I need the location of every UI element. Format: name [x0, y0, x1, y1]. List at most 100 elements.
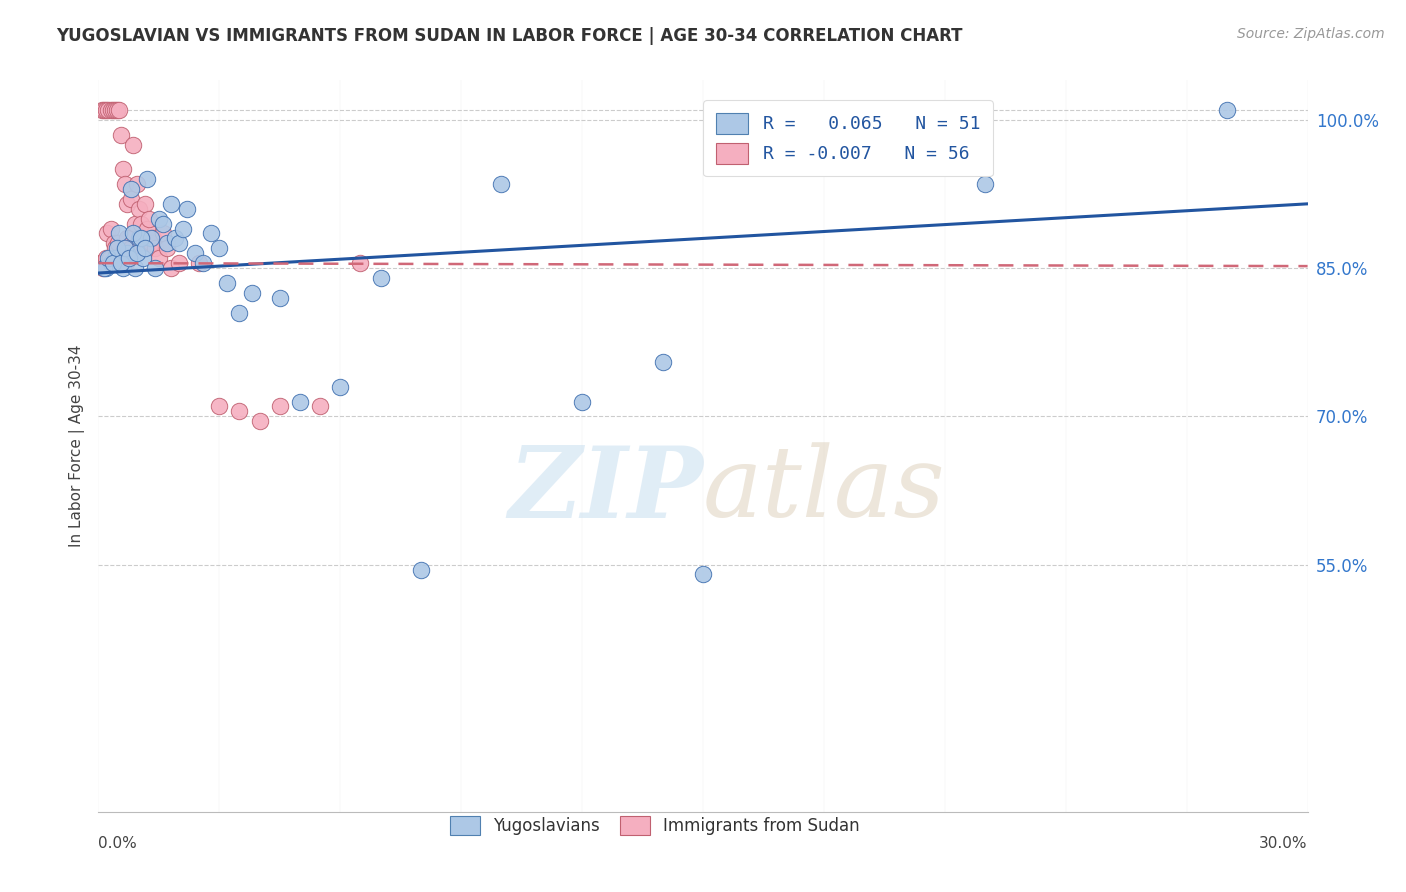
Point	[142, 231, 165, 245]
Point	[101, 256, 124, 270]
Point	[93, 103, 115, 117]
Point	[96, 227, 118, 241]
Point	[217, 276, 239, 290]
Point	[96, 103, 118, 117]
Point	[114, 177, 136, 191]
Point	[228, 305, 250, 319]
Point	[692, 567, 714, 582]
Point	[184, 246, 207, 260]
Point	[110, 128, 132, 142]
Text: YUGOSLAVIAN VS IMMIGRANTS FROM SUDAN IN LABOR FORCE | AGE 30-34 CORRELATION CHAR: YUGOSLAVIAN VS IMMIGRANTS FROM SUDAN IN …	[56, 27, 963, 45]
Point	[115, 246, 138, 260]
Point	[118, 251, 141, 265]
Point	[98, 251, 121, 265]
Point	[269, 400, 291, 414]
Point	[228, 404, 250, 418]
Point	[193, 256, 215, 270]
Text: 30.0%: 30.0%	[1260, 837, 1308, 852]
Point	[105, 103, 128, 117]
Point	[309, 400, 332, 414]
Point	[772, 103, 794, 117]
Point	[269, 291, 291, 305]
Point	[91, 103, 114, 117]
Point	[288, 394, 311, 409]
Point	[571, 394, 593, 409]
Point	[491, 177, 513, 191]
Point	[120, 182, 142, 196]
Point	[240, 285, 263, 300]
Point	[138, 211, 160, 226]
Point	[128, 202, 150, 216]
Point	[409, 563, 432, 577]
Point	[128, 231, 150, 245]
Point	[114, 256, 136, 270]
Point	[120, 192, 142, 206]
Point	[135, 172, 157, 186]
Text: atlas: atlas	[703, 442, 946, 538]
Text: ZIP: ZIP	[508, 442, 703, 538]
Point	[124, 217, 146, 231]
Point	[349, 256, 371, 270]
Point	[100, 256, 122, 270]
Point	[143, 241, 166, 255]
Point	[139, 236, 162, 251]
Point	[103, 251, 125, 265]
Point	[89, 256, 111, 270]
Point	[156, 241, 179, 255]
Point	[111, 162, 134, 177]
Point	[103, 236, 125, 251]
Point	[105, 241, 128, 255]
Point	[208, 241, 231, 255]
Point	[156, 236, 179, 251]
Point	[112, 246, 135, 260]
Point	[100, 221, 122, 235]
Point	[139, 231, 162, 245]
Point	[93, 261, 115, 276]
Point	[148, 251, 170, 265]
Point	[132, 251, 155, 265]
Point	[163, 231, 186, 245]
Point	[94, 251, 117, 265]
Point	[91, 261, 114, 276]
Point	[121, 137, 143, 152]
Point	[172, 221, 194, 235]
Point	[101, 103, 124, 117]
Point	[118, 231, 141, 245]
Point	[97, 251, 120, 265]
Point	[132, 231, 155, 245]
Point	[125, 246, 148, 260]
Point	[143, 261, 166, 276]
Point	[651, 355, 673, 369]
Point	[107, 103, 129, 117]
Text: 0.0%: 0.0%	[98, 837, 138, 852]
Point	[370, 271, 392, 285]
Point	[129, 231, 152, 245]
Point	[107, 227, 129, 241]
Point	[107, 236, 129, 251]
Point	[90, 256, 112, 270]
Point	[118, 246, 141, 260]
Point	[134, 197, 156, 211]
Point	[117, 231, 139, 245]
Text: Source: ZipAtlas.com: Source: ZipAtlas.com	[1237, 27, 1385, 41]
Point	[160, 197, 183, 211]
Point	[115, 197, 138, 211]
Point	[160, 261, 183, 276]
Point	[125, 177, 148, 191]
Point	[97, 103, 120, 117]
Point	[111, 261, 134, 276]
Point	[152, 227, 174, 241]
Point	[121, 227, 143, 241]
Point	[974, 177, 997, 191]
Point	[96, 261, 118, 276]
Point	[167, 256, 190, 270]
Point	[135, 221, 157, 235]
Point	[134, 241, 156, 255]
Point	[129, 217, 152, 231]
Point	[152, 217, 174, 231]
Point	[188, 256, 211, 270]
Point	[1216, 103, 1239, 117]
Point	[176, 202, 198, 216]
Point	[208, 400, 231, 414]
Point	[111, 256, 134, 270]
